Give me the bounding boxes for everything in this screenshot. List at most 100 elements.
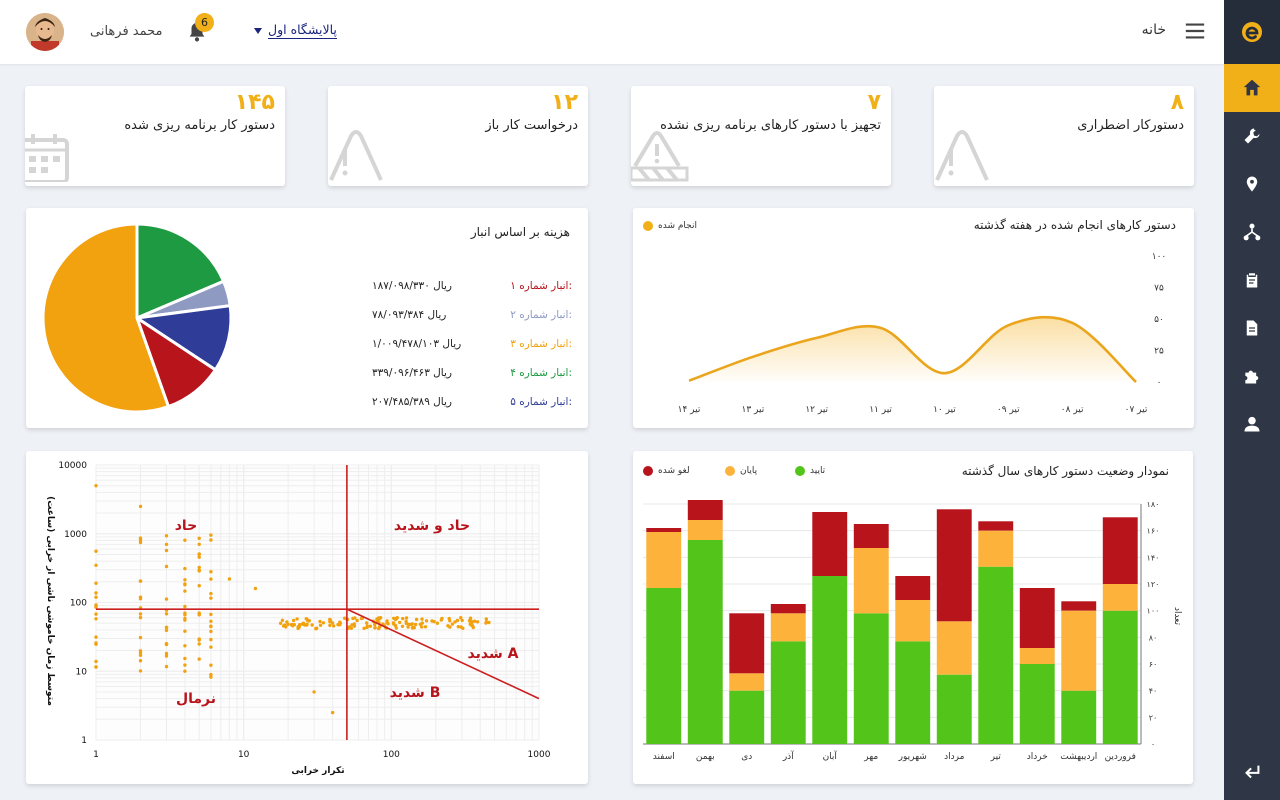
warehouse-select[interactable]: پالایشگاه اول xyxy=(254,22,337,39)
scatter-point[interactable] xyxy=(209,577,213,581)
scatter-point[interactable] xyxy=(209,672,213,677)
scatter-point[interactable] xyxy=(197,552,201,556)
scatter-point[interactable] xyxy=(328,623,332,628)
bar-segment[interactable] xyxy=(978,566,1014,744)
bar-segment[interactable] xyxy=(646,532,682,588)
chart-legend[interactable]: انجام شده xyxy=(643,221,697,231)
scatter-point[interactable] xyxy=(138,649,143,653)
scatter-point[interactable] xyxy=(377,626,381,631)
scatter-point[interactable] xyxy=(197,613,201,617)
scatter-point[interactable] xyxy=(164,628,169,633)
scatter-point[interactable] xyxy=(423,625,428,629)
scatter-point[interactable] xyxy=(398,620,402,625)
bar-segment[interactable] xyxy=(978,521,1014,531)
legend-item-approved[interactable]: تایید xyxy=(795,466,825,476)
scatter-point[interactable] xyxy=(418,622,422,626)
scatter-point[interactable] xyxy=(183,656,187,661)
scatter-point[interactable] xyxy=(197,568,201,572)
scatter-point[interactable] xyxy=(281,624,286,628)
scatter-point[interactable] xyxy=(94,595,98,599)
bar-segment[interactable] xyxy=(853,524,889,548)
scatter-point[interactable] xyxy=(164,564,169,569)
scatter-point[interactable] xyxy=(385,621,389,625)
stat-card-planned-work-orders[interactable]: ۱۴۵ دستور کار برنامه ریزی شده xyxy=(25,86,285,186)
scatter-point[interactable] xyxy=(164,642,169,646)
scatter-point[interactable] xyxy=(253,586,258,591)
scatter-point[interactable] xyxy=(392,616,396,620)
bar-segment[interactable] xyxy=(1019,588,1055,648)
scatter-point[interactable] xyxy=(197,565,201,570)
scatter-point[interactable] xyxy=(461,626,465,630)
scatter-point[interactable] xyxy=(197,637,201,641)
scatter-point[interactable] xyxy=(94,563,98,567)
scatter-point[interactable] xyxy=(332,624,336,628)
person-icon[interactable] xyxy=(1224,400,1280,448)
bar-segment[interactable] xyxy=(770,613,806,642)
logo-e-icon[interactable] xyxy=(1224,0,1280,64)
wrench-icon[interactable] xyxy=(1224,112,1280,160)
bar-segment[interactable] xyxy=(1102,610,1138,744)
scatter-point[interactable] xyxy=(401,616,405,621)
scatter-point[interactable] xyxy=(424,619,429,623)
scatter-point[interactable] xyxy=(473,619,477,623)
bar-segment[interactable] xyxy=(646,528,682,532)
scatter-point[interactable] xyxy=(197,536,201,540)
bar-segment[interactable] xyxy=(687,500,723,520)
scatter-point[interactable] xyxy=(318,623,323,627)
scatter-point[interactable] xyxy=(347,625,351,629)
bar-segment[interactable] xyxy=(936,509,972,622)
hamburger-menu-icon[interactable] xyxy=(1184,20,1206,46)
scatter-point[interactable] xyxy=(197,542,201,546)
scatter-point[interactable] xyxy=(209,675,213,679)
bar-segment[interactable] xyxy=(729,673,765,691)
scatter-point[interactable] xyxy=(183,578,187,582)
bar-segment[interactable] xyxy=(646,588,682,744)
scatter-point[interactable] xyxy=(312,690,316,694)
scatter-point[interactable] xyxy=(209,663,213,667)
home-icon[interactable] xyxy=(1224,64,1280,112)
scatter-point[interactable] xyxy=(328,620,332,624)
scatter-point[interactable] xyxy=(138,538,143,542)
stat-card-unplanned-equipment[interactable]: ۷ تجهیز با دستور کارهای برنامه ریزی نشده xyxy=(631,86,891,186)
scatter-point[interactable] xyxy=(301,621,306,625)
scatter-point[interactable] xyxy=(183,538,187,542)
pie-slice[interactable] xyxy=(135,222,226,321)
bar-segment[interactable] xyxy=(936,621,972,675)
bar-segment[interactable] xyxy=(895,600,931,642)
scatter-point[interactable] xyxy=(94,659,98,664)
scatter-point[interactable] xyxy=(278,621,283,625)
scatter-point[interactable] xyxy=(406,625,410,629)
scatter-point[interactable] xyxy=(197,642,201,646)
bar-segment[interactable] xyxy=(1019,664,1055,744)
bar-segment[interactable] xyxy=(895,576,931,600)
bar-segment[interactable] xyxy=(687,520,723,540)
scatter-point[interactable] xyxy=(404,616,409,620)
scatter-point[interactable] xyxy=(138,540,143,545)
scatter-point[interactable] xyxy=(368,624,373,628)
scatter-point[interactable] xyxy=(330,710,335,715)
scatter-point[interactable] xyxy=(94,604,98,608)
logout-icon[interactable] xyxy=(1224,752,1280,792)
scatter-point[interactable] xyxy=(295,617,299,621)
scatter-point[interactable] xyxy=(227,577,232,581)
stat-card-open-requests[interactable]: ۱۲ درخواست کار باز xyxy=(328,86,588,186)
scatter-point[interactable] xyxy=(209,624,213,628)
stat-card-emergency[interactable]: ۸ دستورکار اضطراری xyxy=(934,86,1194,186)
scatter-point[interactable] xyxy=(350,623,354,627)
scatter-point[interactable] xyxy=(183,613,187,617)
scatter-point[interactable] xyxy=(453,620,457,624)
bar-segment[interactable] xyxy=(895,641,931,744)
scatter-point[interactable] xyxy=(94,612,98,616)
scatter-point[interactable] xyxy=(432,619,436,624)
scatter-point[interactable] xyxy=(164,651,169,656)
scatter-point[interactable] xyxy=(394,626,398,630)
scatter-point[interactable] xyxy=(209,538,213,542)
scatter-point[interactable] xyxy=(410,626,415,630)
scatter-point[interactable] xyxy=(164,664,169,669)
scatter-point[interactable] xyxy=(314,626,319,631)
scatter-point[interactable] xyxy=(183,629,187,633)
bar-segment[interactable] xyxy=(1061,690,1097,744)
document-icon[interactable] xyxy=(1224,304,1280,352)
scatter-point[interactable] xyxy=(460,618,464,623)
scatter-point[interactable] xyxy=(183,583,187,587)
